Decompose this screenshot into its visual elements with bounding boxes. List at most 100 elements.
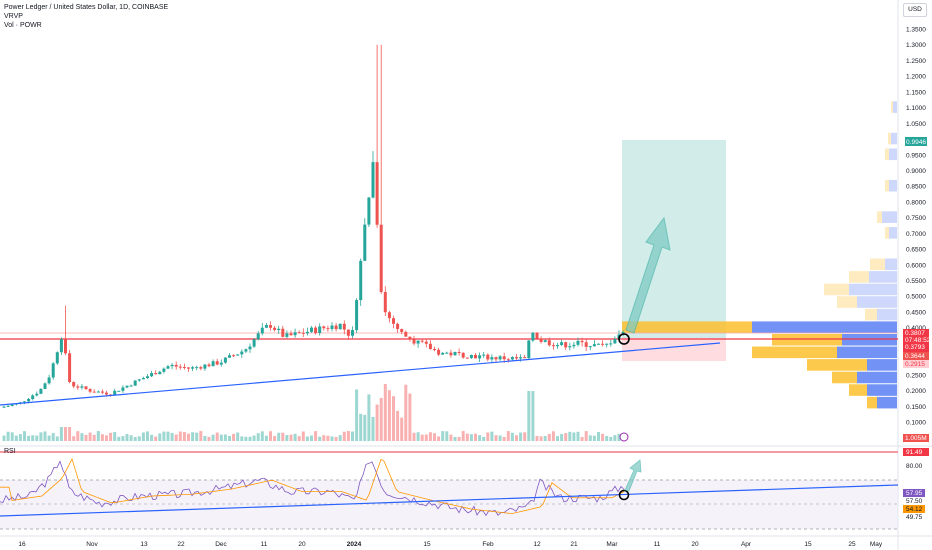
volume-bar <box>113 432 117 441</box>
volume-bar <box>297 436 301 441</box>
currency-button[interactable]: USD <box>903 3 927 17</box>
volume-bar <box>469 434 473 441</box>
candle-body <box>51 363 55 378</box>
candle-body <box>2 406 6 408</box>
volume-bar <box>47 435 51 441</box>
profile-bar-down <box>869 271 897 283</box>
price-tick: 1.2500 <box>906 58 926 65</box>
long-stop-zone[interactable] <box>622 338 726 361</box>
candle-body <box>551 345 555 347</box>
candle-body <box>445 352 449 354</box>
volume-bar <box>564 433 568 441</box>
time-tick: 2024 <box>347 541 362 548</box>
rsi-trendline[interactable] <box>0 484 899 517</box>
volume-bar <box>560 434 564 441</box>
volume-bar <box>527 391 531 441</box>
candle-body <box>141 378 145 380</box>
candle-body <box>84 386 88 390</box>
volume-bar <box>568 431 572 441</box>
volume-bar <box>363 414 367 441</box>
events-icon[interactable] <box>619 432 629 442</box>
volume-bar <box>412 432 416 441</box>
candle-body <box>64 339 67 354</box>
volume-bar <box>498 435 502 441</box>
rsi-ma-line <box>0 457 625 514</box>
candle-body <box>10 404 14 406</box>
profile-bar-down <box>889 148 897 161</box>
candle-body <box>580 340 584 343</box>
volume-bar <box>219 434 223 441</box>
volume-bar <box>59 427 63 441</box>
candle-body <box>379 224 383 293</box>
candle-body <box>506 359 510 361</box>
volume-bar <box>359 413 363 441</box>
profile-bar-up <box>807 359 867 371</box>
volume-indicator-label[interactable]: Vol · POWR <box>4 22 42 29</box>
profile-bar-down <box>893 101 897 113</box>
candle-body <box>150 373 154 377</box>
volume-bar <box>18 434 22 441</box>
profile-bar-up <box>772 333 842 346</box>
candle-body <box>392 318 395 324</box>
volume-bar <box>474 433 477 441</box>
countdown-label: 07:48:52 <box>905 337 931 344</box>
volume-bar <box>146 431 149 441</box>
volume-bar <box>260 431 264 441</box>
price-tick: 0.5500 <box>906 278 926 285</box>
volume-bar <box>35 435 39 441</box>
volume-bar <box>424 434 428 441</box>
candle-body <box>588 346 592 348</box>
candle-body <box>154 373 158 375</box>
volume-bar <box>330 436 334 441</box>
candle-body <box>219 362 223 365</box>
volume-bar <box>609 436 613 441</box>
profile-bar-up <box>870 258 885 271</box>
volume-bar <box>535 435 539 441</box>
vrvp-indicator-label[interactable]: VRVP <box>4 13 23 20</box>
time-axis[interactable]: 16 Nov 13 22 Dec 11 20 2024 15 Feb 12 21 Mar 11 20 Apr 1… <box>18 541 883 548</box>
candle-body <box>478 355 482 359</box>
candle-body <box>117 390 121 392</box>
volume-bar <box>23 431 26 441</box>
volume-bar <box>510 432 514 441</box>
volume-bar <box>355 389 359 441</box>
candle-body <box>43 383 47 389</box>
price-tick: 1.0500 <box>906 121 926 128</box>
volume-bar <box>420 434 424 441</box>
candle-body <box>207 364 211 367</box>
candle-body <box>515 357 518 359</box>
candle-body <box>285 333 289 337</box>
candle-body <box>605 343 609 345</box>
time-tick: 12 <box>533 541 541 548</box>
candle-body <box>523 357 527 359</box>
candle-body <box>215 361 219 365</box>
candle-body <box>113 390 117 396</box>
time-tick: 22 <box>177 541 185 548</box>
volume-bar <box>150 434 154 441</box>
time-tick: Dec <box>215 541 227 548</box>
profile-bar-down <box>889 179 897 192</box>
candle-body <box>535 332 539 339</box>
candles <box>2 44 625 408</box>
profile-bar-down <box>877 308 897 321</box>
volume-bar <box>236 432 240 441</box>
support-trendline[interactable] <box>0 342 721 406</box>
volume-bar <box>318 436 322 441</box>
volume-bars <box>2 384 625 441</box>
rsi-indicator-label[interactable]: RSI <box>4 448 16 455</box>
price-labels: 0.9946 0.3807 07:48:52 0.3793 0.3644 0.2… <box>903 137 931 521</box>
last-price-label: 0.3807 <box>905 330 925 337</box>
profile-bar-down <box>849 283 897 296</box>
volume-bar <box>228 436 231 441</box>
candle-body <box>125 385 129 388</box>
volume-bar <box>248 436 252 441</box>
price-tick: 1.1000 <box>906 105 926 112</box>
symbol-title[interactable]: Power Ledger / United States Dollar, 1D,… <box>4 4 169 11</box>
candle-body <box>240 351 244 355</box>
candle-body <box>322 326 326 329</box>
profile-bar-up <box>867 396 877 409</box>
volume-bar <box>43 431 47 441</box>
volume-bar <box>14 435 18 441</box>
volume-bar <box>346 431 350 441</box>
